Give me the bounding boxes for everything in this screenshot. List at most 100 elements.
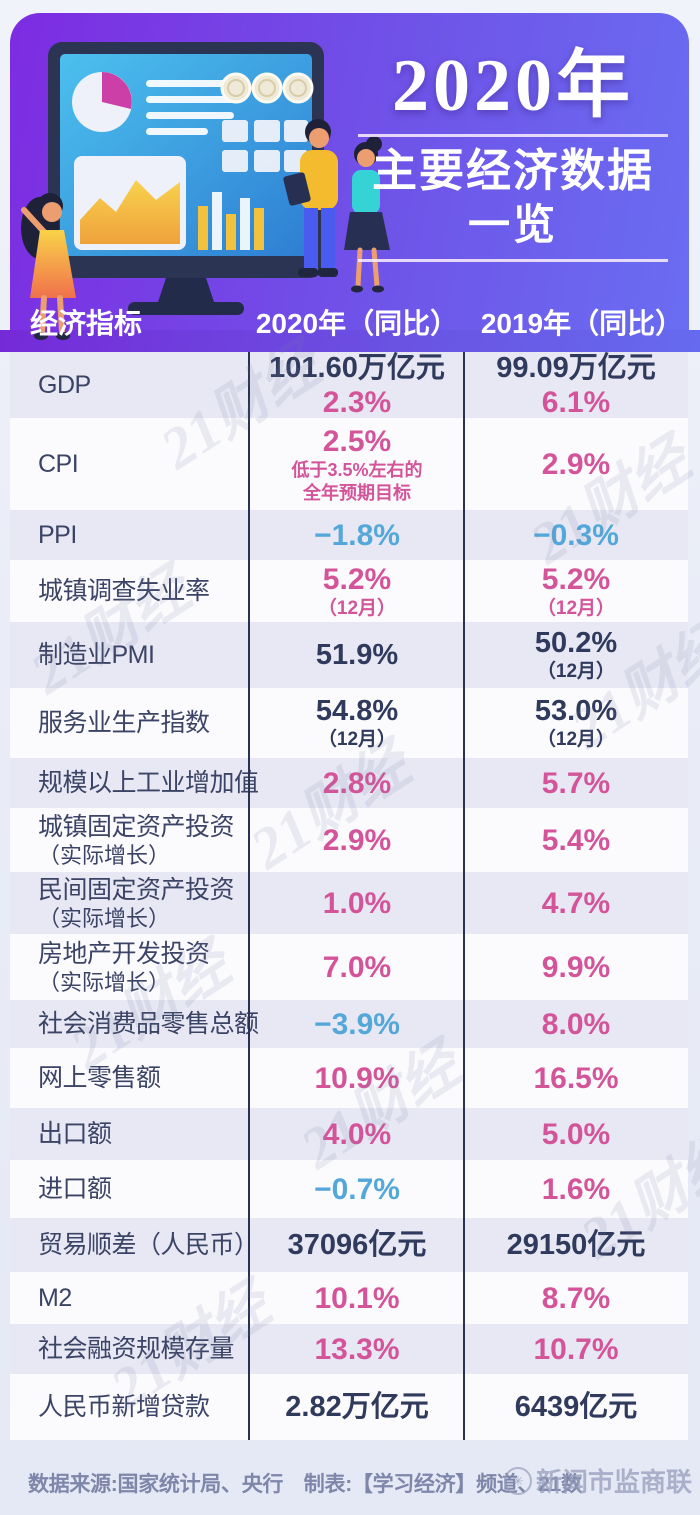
value-2020-cell: 2.82万亿元 [250, 1374, 464, 1440]
indicator-label: PPI [38, 521, 77, 549]
indicator-cell: GDP [10, 352, 250, 418]
value-2019-cell: 8.0% [464, 1000, 688, 1048]
footer-logo-text: 新闻市监商联 [535, 1467, 692, 1497]
value-2020-cell: 10.9% [250, 1048, 464, 1108]
footer-logo-icon: ✳ [503, 1466, 532, 1495]
column-divider-right [463, 352, 465, 1440]
value-line: 50.2% [534, 627, 618, 659]
value-2020-cell: 54.8% （12月） [250, 688, 464, 758]
table-row: 社会融资规模存量 13.3% 10.7% [10, 1324, 688, 1374]
table-row: PPI −1.8% −0.3% [10, 510, 688, 560]
value-line: 1.0% [322, 886, 392, 920]
column-divider-left [248, 352, 250, 1440]
value-line: 8.7% [541, 1281, 611, 1315]
value-2019-cell: 16.5% [464, 1048, 688, 1108]
column-header-indicator: 经济指标 [30, 308, 143, 339]
dashboard-illustration [21, 42, 390, 340]
indicator-label: 规模以上工业增加值 [38, 769, 259, 797]
header-banner-bottom [0, 330, 700, 352]
indicator-label: 贸易顺差（人民币） [38, 1231, 259, 1259]
indicator-sublabel: （实际增长） [38, 969, 171, 995]
value-2019-cell: 4.7% [464, 872, 688, 934]
indicator-cell: 网上零售额 [10, 1048, 250, 1108]
value-2020-cell: 2.8% [250, 758, 464, 808]
table-row: 规模以上工业增加值 2.8% 5.7% [10, 758, 688, 808]
value-line: （12月） [536, 597, 616, 619]
indicator-cell: M2 [10, 1272, 250, 1324]
indicator-cell: 城镇固定资产投资 （实际增长） [10, 808, 250, 872]
value-2019-cell: 99.09万亿元 6.1% [464, 351, 688, 419]
value-2019-cell: 5.0% [464, 1108, 688, 1160]
value-line: 6439亿元 [514, 1391, 638, 1423]
value-2019-cell: 9.9% [464, 934, 688, 1000]
indicator-cell: 社会消费品零售总额 [10, 1000, 259, 1048]
value-line: 2.9% [322, 823, 392, 857]
indicator-label: 城镇调查失业率 [38, 577, 210, 605]
value-2019-cell: 5.7% [464, 758, 688, 808]
value-2020-cell: −1.8% [250, 510, 464, 560]
coins-icon [220, 72, 314, 104]
indicator-cell: 社会融资规模存量 [10, 1324, 250, 1374]
indicator-cell: 贸易顺差（人民币） [10, 1218, 259, 1272]
value-line: 5.2% [541, 562, 611, 596]
indicator-label: 民间固定资产投资 [38, 875, 235, 904]
table-row: 民间固定资产投资 （实际增长） 1.0% 4.7% [10, 872, 688, 934]
value-2020-cell: 13.3% [250, 1324, 464, 1374]
table-row: 城镇固定资产投资 （实际增长） 2.9% 5.4% [10, 808, 688, 872]
value-line: 10.1% [314, 1281, 400, 1315]
page-title-subtitle: 主要经济数据 [371, 145, 654, 196]
value-line: （12月） [536, 661, 616, 682]
indicator-sublabel: （实际增长） [38, 842, 171, 868]
table-row: 网上零售额 10.9% 16.5% [10, 1048, 688, 1108]
value-line: 4.0% [322, 1117, 392, 1151]
indicator-cell: PPI [10, 510, 250, 560]
value-2020-cell: 10.1% [250, 1272, 464, 1324]
value-line: 37096亿元 [287, 1229, 427, 1261]
indicator-cell: 规模以上工业增加值 [10, 758, 259, 808]
card-grid [222, 120, 308, 172]
value-line: 13.3% [314, 1332, 400, 1366]
table-row: 房地产开发投资 （实际增长） 7.0% 9.9% [10, 934, 688, 1000]
table-row: 制造业PMI 51.9% 50.2% （12月） [10, 622, 688, 688]
value-2019-cell: 50.2% （12月） [464, 622, 688, 688]
table-row: 社会消费品零售总额 −3.9% 8.0% [10, 1000, 688, 1048]
indicator-cell: 城镇调查失业率 [10, 560, 250, 622]
value-line: 5.0% [541, 1117, 611, 1151]
indicator-label: 人民币新增贷款 [38, 1393, 210, 1421]
indicator-cell: 服务业生产指数 [10, 688, 250, 758]
person-right [344, 136, 390, 293]
value-line: 2.9% [541, 447, 611, 481]
value-2019-cell: −0.3% [464, 510, 688, 560]
indicator-cell: 进口额 [10, 1160, 250, 1218]
indicator-cell: 民间固定资产投资 （实际增长） [10, 872, 250, 934]
value-line: 101.60万亿元 [269, 351, 445, 384]
value-2019-cell: 10.7% [464, 1324, 688, 1374]
indicator-cell: 房地产开发投资 （实际增长） [10, 934, 250, 1000]
value-line: 10.7% [533, 1332, 619, 1366]
column-header-2019: 2019年（同比） [480, 308, 684, 339]
value-line: 低于3.5%左右的 [291, 459, 423, 480]
value-2019-cell: 29150亿元 [464, 1218, 688, 1272]
table-row: M2 10.1% 8.7% [10, 1272, 688, 1324]
table-header-row: 经济指标 2020年（同比） 2019年（同比） [0, 296, 700, 348]
title-divider-top [358, 134, 668, 137]
indicator-label: 网上零售额 [38, 1064, 161, 1092]
value-line: 10.9% [314, 1061, 400, 1095]
value-line: 5.4% [541, 823, 611, 857]
indicator-label: M2 [38, 1284, 72, 1312]
value-2020-cell: 1.0% [250, 872, 464, 934]
value-line: 99.09万亿元 [496, 351, 656, 384]
value-line: 5.2% [322, 562, 392, 596]
monitor-stand [158, 278, 214, 302]
indicator-label: CPI [38, 450, 79, 478]
page-title-subtitle2: 一览 [467, 201, 558, 248]
value-2020-cell: 2.5% 低于3.5%左右的 全年预期目标 [250, 418, 464, 510]
value-line: −1.8% [314, 518, 400, 552]
indicator-label: 服务业生产指数 [38, 709, 210, 737]
value-line: 54.8% [315, 695, 399, 727]
indicator-label: 社会消费品零售总额 [38, 1010, 259, 1038]
value-2019-cell: 5.4% [464, 808, 688, 872]
indicator-label: GDP [38, 371, 91, 399]
value-line: −3.9% [314, 1007, 400, 1041]
value-line: （12月） [536, 729, 616, 750]
